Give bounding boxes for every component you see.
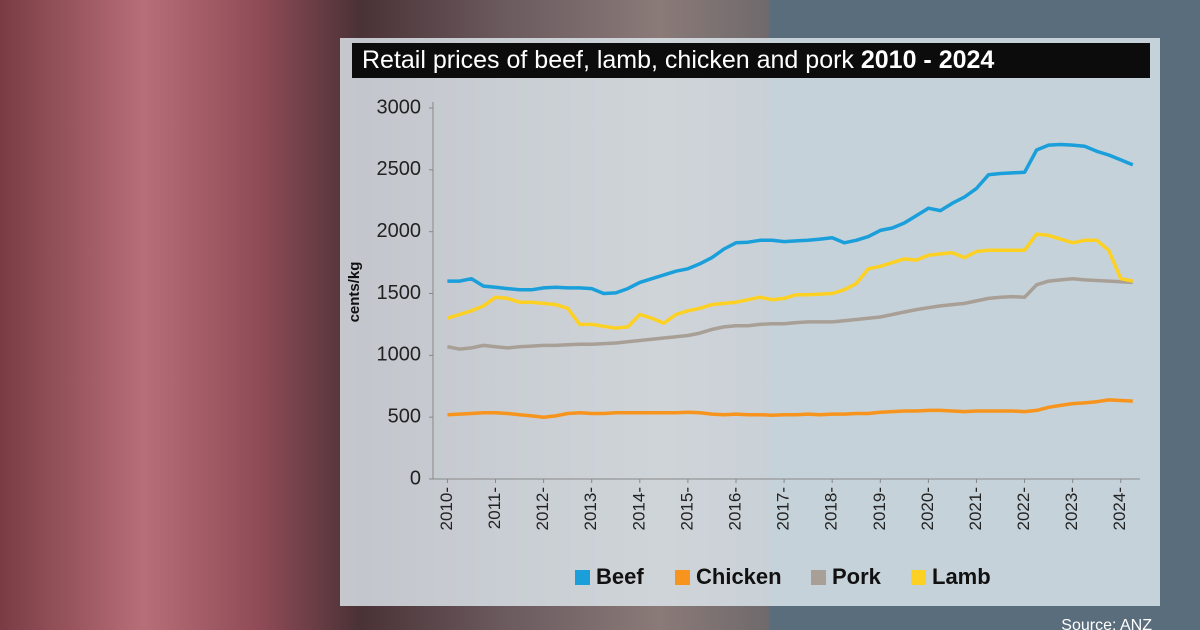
legend-swatch	[575, 570, 590, 585]
legend-label: Pork	[832, 564, 882, 589]
title-text: Retail prices of beef, lamb, chicken and…	[362, 46, 854, 74]
x-tick-label: 2024-	[1110, 487, 1129, 530]
x-tick-label: 2014-	[629, 487, 648, 530]
x-tick-label: 2019-	[870, 487, 889, 530]
x-tick-label: 2021-	[966, 487, 985, 530]
y-axis-label: cents/kg	[346, 262, 363, 323]
chart-title: Retail prices of beef, lamb, chicken and…	[362, 46, 994, 74]
x-tick-label: 2018-	[822, 487, 841, 530]
x-tick-label: 2017-	[774, 487, 793, 530]
series-line	[447, 142, 1134, 296]
y-tick-label: 1000	[377, 344, 422, 366]
series-line	[447, 276, 1133, 351]
x-tick-label: 2023-	[1062, 487, 1081, 530]
legend-swatch	[675, 570, 690, 585]
y-tick-label: 1500	[377, 282, 422, 304]
x-tick-label: 2020-	[918, 487, 937, 530]
x-tick-label: 2013-	[581, 487, 600, 530]
source: Source: ANZ	[1061, 617, 1152, 630]
series-line	[446, 232, 1134, 330]
legend-swatch	[911, 570, 926, 585]
chart-panel	[340, 38, 1160, 606]
legend-label: Lamb	[932, 564, 991, 589]
legend-label: Chicken	[696, 564, 782, 589]
legend-swatch	[811, 570, 826, 585]
x-tick-label: 2010-	[437, 487, 456, 530]
y-tick-label: 2000	[377, 220, 422, 242]
title-box	[352, 43, 1150, 78]
y-tick-label: 3000	[377, 96, 422, 118]
x-tick-label: 2016-	[725, 487, 744, 530]
x-tick-label: 2012-	[533, 487, 552, 530]
x-tick-label: 2011-	[485, 487, 504, 529]
x-tick-label: 2015-	[677, 487, 696, 530]
title-years: 2010 - 2024	[861, 46, 995, 74]
series-line	[447, 398, 1133, 419]
y-tick-label: 500	[388, 405, 421, 427]
y-tick-label: 0	[410, 467, 421, 489]
legend-label: Beef	[596, 564, 644, 589]
y-tick-label: 2500	[377, 158, 422, 180]
x-tick-label: 2022-	[1014, 487, 1033, 530]
